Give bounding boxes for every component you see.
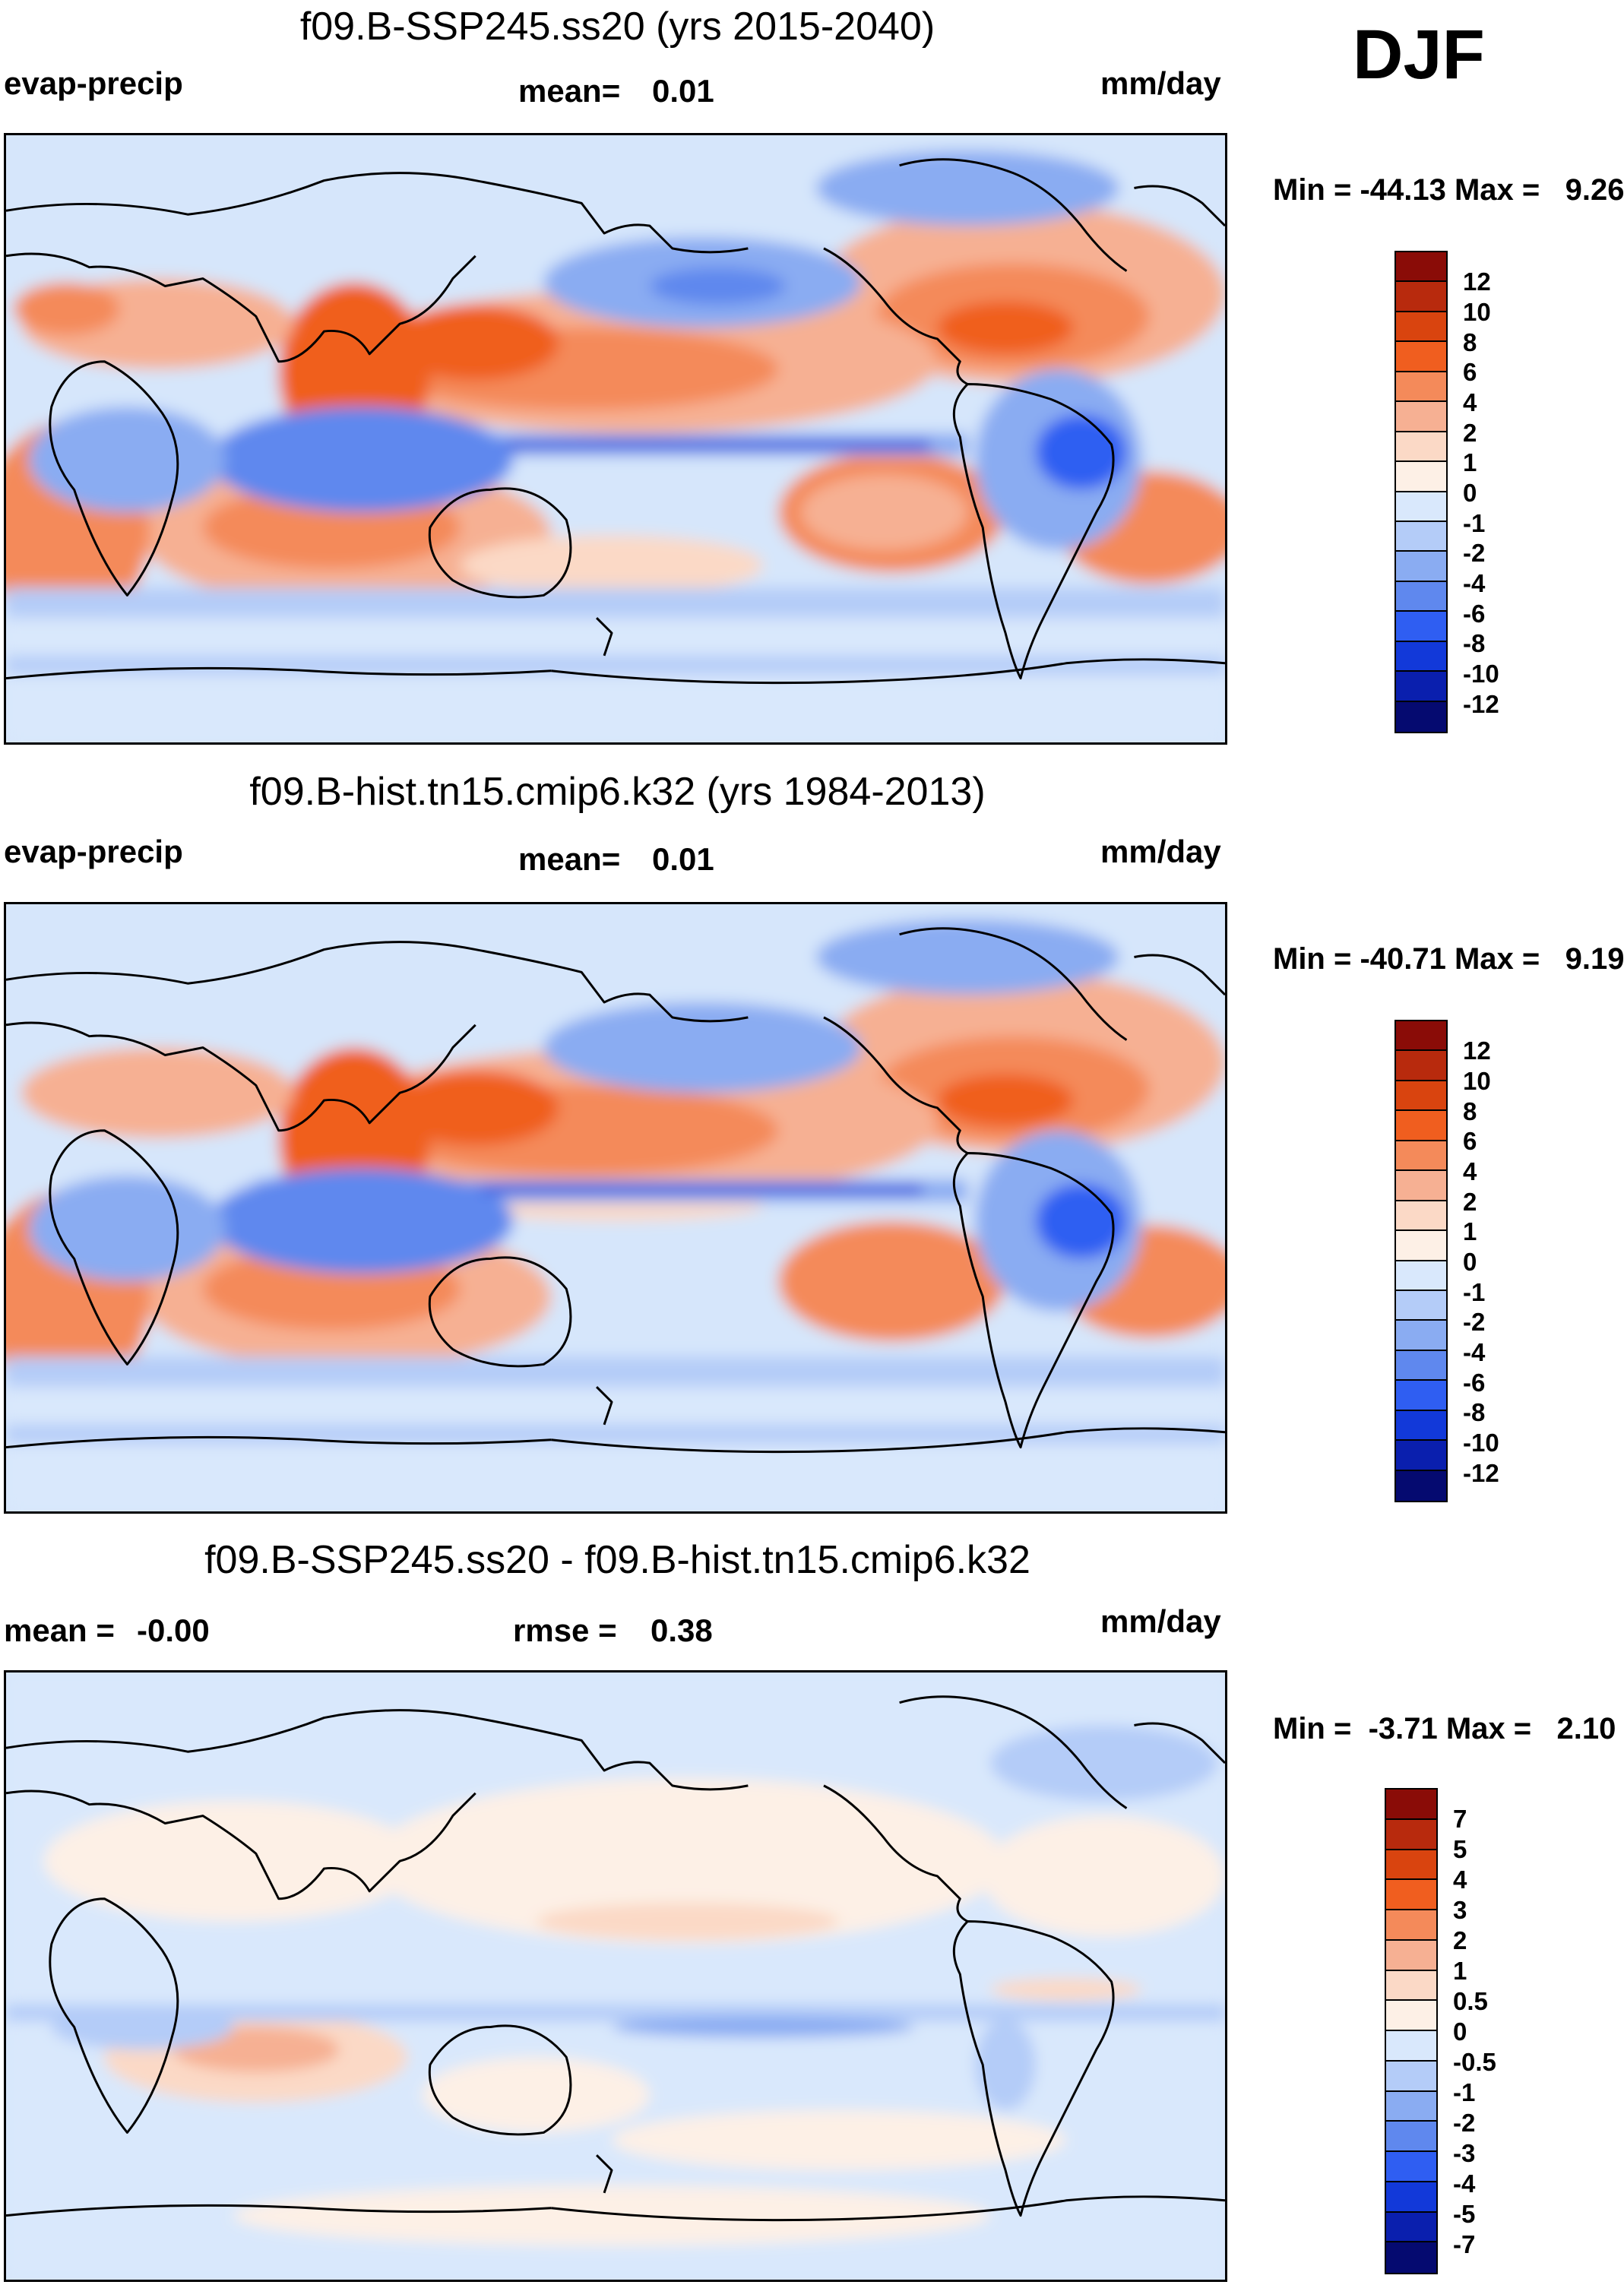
panel-1-units: mm/day	[1100, 65, 1221, 101]
cbar-label: -4	[1453, 2169, 1476, 2198]
cbar-label: 2	[1463, 419, 1477, 447]
cbar-label: -3	[1453, 2139, 1476, 2167]
panel-2-variable: evap-precip	[4, 834, 183, 869]
cbar-label: 0	[1463, 479, 1477, 507]
panel-3-title: f09.B-SSP245.ss20 - f09.B-hist.tn15.cmip…	[204, 1538, 1030, 1582]
cbar-label: -6	[1463, 1369, 1486, 1397]
cbar-label: -7	[1453, 2230, 1476, 2258]
panel-2-colorbar-labels: 12 10 8 6 4 2 1 0 -1 -2 -4 -6 -8 -10 -12	[1463, 1020, 1524, 1502]
panel-1-variable: evap-precip	[4, 65, 183, 101]
cbar-label: 8	[1463, 1097, 1477, 1125]
panel-3-map	[4, 1670, 1227, 2282]
cbar-label: 6	[1463, 1127, 1477, 1155]
cbar-label: 2	[1463, 1188, 1477, 1216]
cbar-label: -4	[1463, 1338, 1486, 1366]
panel-3-minmax: Min = -3.71 Max = 2.10	[1273, 1712, 1616, 1745]
panel-1-mean-value: 0.01	[652, 73, 714, 109]
cbar-label: 0	[1463, 1248, 1477, 1276]
cbar-label: 1	[1463, 1217, 1477, 1245]
panel-2-minmax: Min = -40.71 Max = 9.19	[1273, 942, 1624, 976]
cbar-label: -1	[1453, 2078, 1476, 2106]
panel-3-map-field	[6, 1672, 1225, 2280]
panel-3-colorbar-labels: 7 5 4 3 2 1 0.5 0 -0.5 -1 -2 -3 -4 -5 -7	[1453, 1788, 1529, 2274]
cbar-label: -6	[1463, 600, 1486, 628]
panel-2-colorbar	[1394, 1020, 1448, 1502]
panel-3-mean-label: mean =	[4, 1612, 115, 1648]
cbar-label: 3	[1453, 1896, 1467, 1924]
panel-1-title: f09.B-SSP245.ss20 (yrs 2015-2040)	[299, 5, 935, 49]
panel-3-units: mm/day	[1100, 1603, 1221, 1639]
cbar-label: -8	[1463, 1398, 1486, 1426]
panel-3-mean-value: -0.00	[137, 1612, 210, 1648]
cbar-label: -12	[1463, 690, 1499, 718]
panel-3-colorbar	[1385, 1788, 1438, 2274]
panel-3-rmse-value: 0.38	[651, 1612, 713, 1648]
cbar-label: 5	[1453, 1835, 1467, 1863]
cbar-label: -2	[1453, 2109, 1476, 2137]
cbar-label: 10	[1463, 1067, 1491, 1095]
cbar-label: -12	[1463, 1459, 1499, 1487]
cbar-label: 0.5	[1453, 1987, 1488, 2015]
panel-1-mean-label: mean=	[518, 73, 621, 109]
panel-2-mean-label: mean=	[518, 841, 621, 877]
cbar-label: -2	[1463, 539, 1486, 567]
cbar-label: 8	[1463, 328, 1477, 356]
cbar-label: -8	[1463, 629, 1486, 657]
cbar-label: 0	[1453, 2017, 1467, 2046]
cbar-label: 4	[1463, 388, 1477, 416]
cbar-label: -5	[1453, 2200, 1476, 2228]
cbar-label: -1	[1463, 1278, 1486, 1306]
panel-2-map	[4, 902, 1227, 1514]
cbar-label: -10	[1463, 1429, 1499, 1457]
cbar-label: -2	[1463, 1308, 1486, 1336]
cbar-label: 1	[1463, 448, 1477, 476]
cbar-label: 6	[1463, 358, 1477, 386]
panel-1-map	[4, 133, 1227, 745]
cbar-label: -0.5	[1453, 2048, 1496, 2076]
panel-1-colorbar	[1394, 251, 1448, 733]
cbar-label: -4	[1463, 569, 1486, 597]
cbar-label: 12	[1463, 1036, 1491, 1065]
panel-1-minmax: Min = -44.13 Max = 9.26	[1273, 173, 1624, 207]
cbar-label: 10	[1463, 298, 1491, 326]
panel-2-title: f09.B-hist.tn15.cmip6.k32 (yrs 1984-2013…	[249, 770, 986, 814]
cbar-label: 12	[1463, 267, 1491, 296]
panel-3-rmse-label: rmse =	[513, 1612, 617, 1648]
cbar-label: -10	[1463, 660, 1499, 688]
panel-2-units: mm/day	[1100, 834, 1221, 869]
cbar-label: 1	[1453, 1957, 1467, 1985]
cbar-label: -1	[1463, 509, 1486, 537]
cbar-label: 7	[1453, 1805, 1467, 1833]
panel-1-map-field	[6, 135, 1225, 742]
panel-2-mean-value: 0.01	[652, 841, 714, 877]
cbar-label: 4	[1453, 1866, 1467, 1894]
panel-2-map-field	[6, 904, 1225, 1511]
season-label: DJF	[1353, 16, 1485, 93]
cbar-label: 4	[1463, 1157, 1477, 1185]
cbar-label: 2	[1453, 1926, 1467, 1954]
panel-1-colorbar-labels: 12 10 8 6 4 2 1 0 -1 -2 -4 -6 -8 -10 -12	[1463, 251, 1524, 733]
